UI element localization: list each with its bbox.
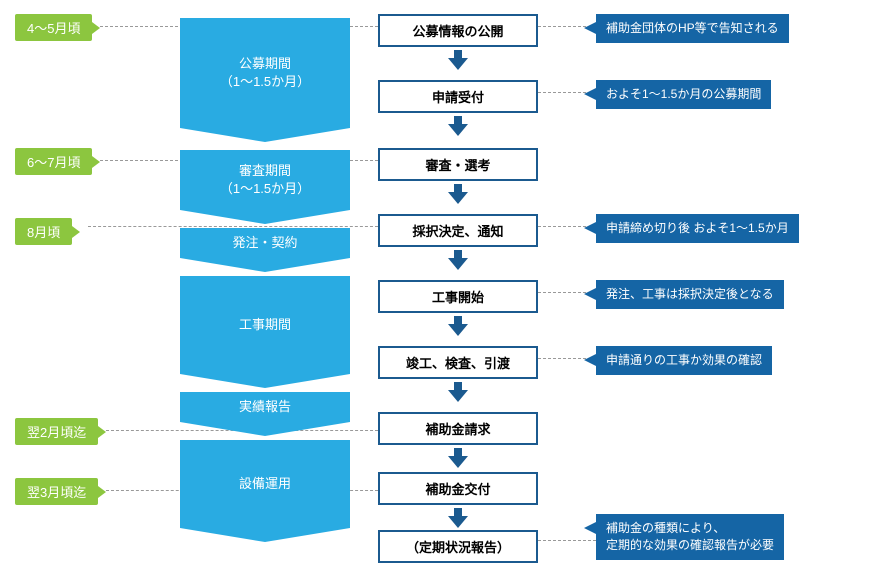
time-badge-0: 4～5月頃 xyxy=(15,14,92,41)
step-box-8: （定期状況報告） xyxy=(378,530,538,563)
time-badge-2: 8月頃 xyxy=(15,218,72,245)
phase-line2: （1～1.5か月） xyxy=(220,73,310,91)
arrow-down-icon xyxy=(446,446,470,470)
phase-line1: 発注・契約 xyxy=(232,234,297,252)
step-box-7: 補助金交付 xyxy=(378,472,538,505)
arrow-down-icon xyxy=(446,380,470,404)
phase-line1: 工事期間 xyxy=(239,316,291,334)
phase-line1: 審査期間 xyxy=(239,162,291,180)
callout-2: 申請締め切り後 およそ1～1.5か月 xyxy=(596,214,799,243)
phase-line2: （1～1.5か月） xyxy=(220,180,310,198)
time-badge-1: 6～7月頃 xyxy=(15,148,92,175)
phase-block-3: 工事期間 xyxy=(180,276,350,374)
phase-block-1: 審査期間（1～1.5か月） xyxy=(180,150,350,210)
connector-dash xyxy=(538,540,596,541)
step-box-6: 補助金請求 xyxy=(378,412,538,445)
arrow-down-icon xyxy=(446,48,470,72)
arrow-down-icon xyxy=(446,182,470,206)
phase-block-2: 発注・契約 xyxy=(180,228,350,258)
arrow-down-icon xyxy=(446,248,470,272)
callout-5: 補助金の種類により、 定期的な効果の確認報告が必要 xyxy=(596,514,784,560)
time-badge-4: 翌3月頃迄 xyxy=(15,478,98,505)
phase-line1: 設備運用 xyxy=(239,475,291,493)
arrow-down-icon xyxy=(446,506,470,530)
callout-4: 申請通りの工事か効果の確認 xyxy=(596,346,772,375)
step-box-2: 審査・選考 xyxy=(378,148,538,181)
phase-block-4: 実績報告 xyxy=(180,392,350,422)
phase-block-5: 設備運用 xyxy=(180,440,350,528)
step-box-1: 申請受付 xyxy=(378,80,538,113)
time-badge-3: 翌2月頃迄 xyxy=(15,418,98,445)
phase-line1: 公募期間 xyxy=(239,55,291,73)
callout-3: 発注、工事は採択決定後となる xyxy=(596,280,784,309)
callout-1: およそ1～1.5か月の公募期間 xyxy=(596,80,771,109)
phase-block-0: 公募期間（1～1.5か月） xyxy=(180,18,350,128)
callout-0: 補助金団体のHP等で告知される xyxy=(596,14,789,43)
step-box-0: 公募情報の公開 xyxy=(378,14,538,47)
phase-line1: 実績報告 xyxy=(239,398,291,416)
step-box-3: 採択決定、通知 xyxy=(378,214,538,247)
arrow-down-icon xyxy=(446,314,470,338)
arrow-down-icon xyxy=(446,114,470,138)
step-box-5: 竣工、検査、引渡 xyxy=(378,346,538,379)
connector-dash xyxy=(88,226,378,227)
step-box-4: 工事開始 xyxy=(378,280,538,313)
